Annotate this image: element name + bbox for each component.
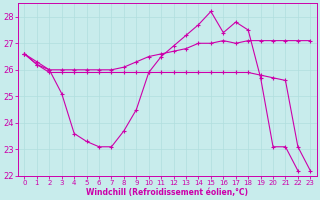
X-axis label: Windchill (Refroidissement éolien,°C): Windchill (Refroidissement éolien,°C) <box>86 188 248 197</box>
